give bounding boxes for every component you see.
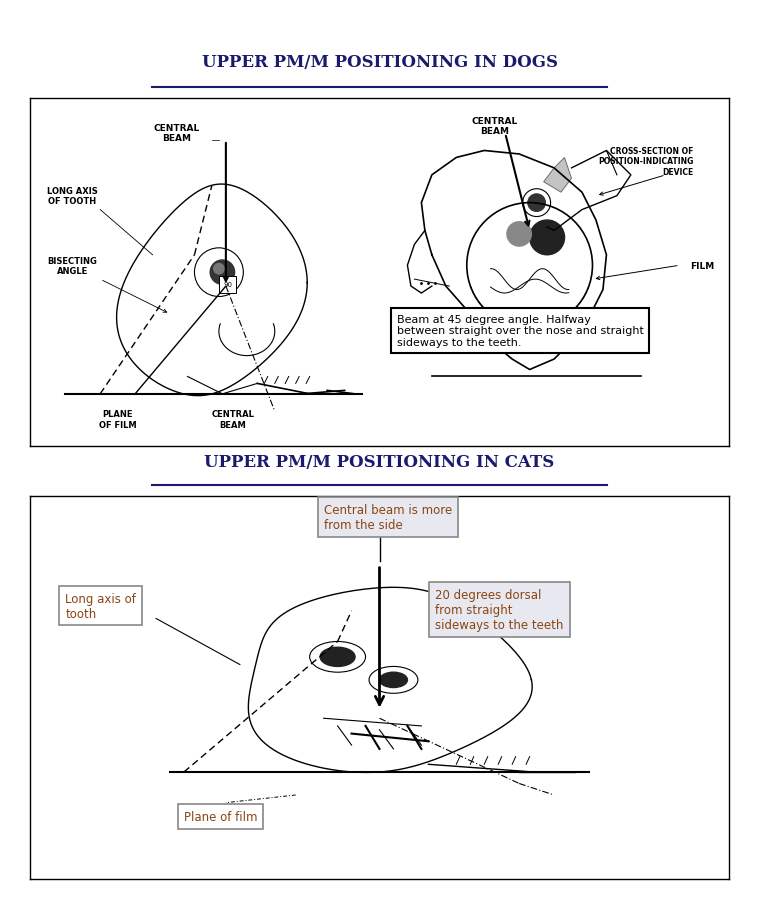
Polygon shape [543,158,572,193]
Circle shape [530,221,565,255]
Text: CENTRAL
BEAM: CENTRAL BEAM [212,410,254,429]
Text: 20 degrees dorsal
from straight
sideways to the teeth: 20 degrees dorsal from straight sideways… [436,588,564,631]
Text: UPPER PM/M POSITIONING IN DOGS: UPPER PM/M POSITIONING IN DOGS [201,54,558,70]
Text: CENTRAL
BEAM: CENTRAL BEAM [154,124,200,143]
Circle shape [528,195,546,212]
Text: BISECTING
ANGLE: BISECTING ANGLE [47,256,97,276]
Circle shape [210,261,235,285]
Circle shape [214,264,224,274]
Text: UPPER PM/M POSITIONING IN CATS: UPPER PM/M POSITIONING IN CATS [204,454,555,470]
Text: Long axis of
tooth: Long axis of tooth [65,592,136,620]
FancyBboxPatch shape [219,276,236,294]
Circle shape [380,673,408,687]
Text: PLANE
OF FILM: PLANE OF FILM [99,410,137,429]
Text: Plane of film: Plane of film [184,810,257,824]
Text: FILM: FILM [691,262,715,271]
Text: Beam at 45 degree angle. Halfway
between straight over the nose and straight
sid: Beam at 45 degree angle. Halfway between… [397,315,644,347]
Text: CENTRAL
BEAM: CENTRAL BEAM [471,116,518,136]
Text: 90: 90 [223,282,232,288]
Text: Central beam is more
from the side: Central beam is more from the side [323,503,452,532]
Circle shape [507,223,531,247]
Text: LONG AXIS
OF TOOTH: LONG AXIS OF TOOTH [47,187,98,207]
Circle shape [320,648,355,667]
Text: CROSS-SECTION OF
POSITION-INDICATING
DEVICE: CROSS-SECTION OF POSITION-INDICATING DEV… [598,147,694,177]
